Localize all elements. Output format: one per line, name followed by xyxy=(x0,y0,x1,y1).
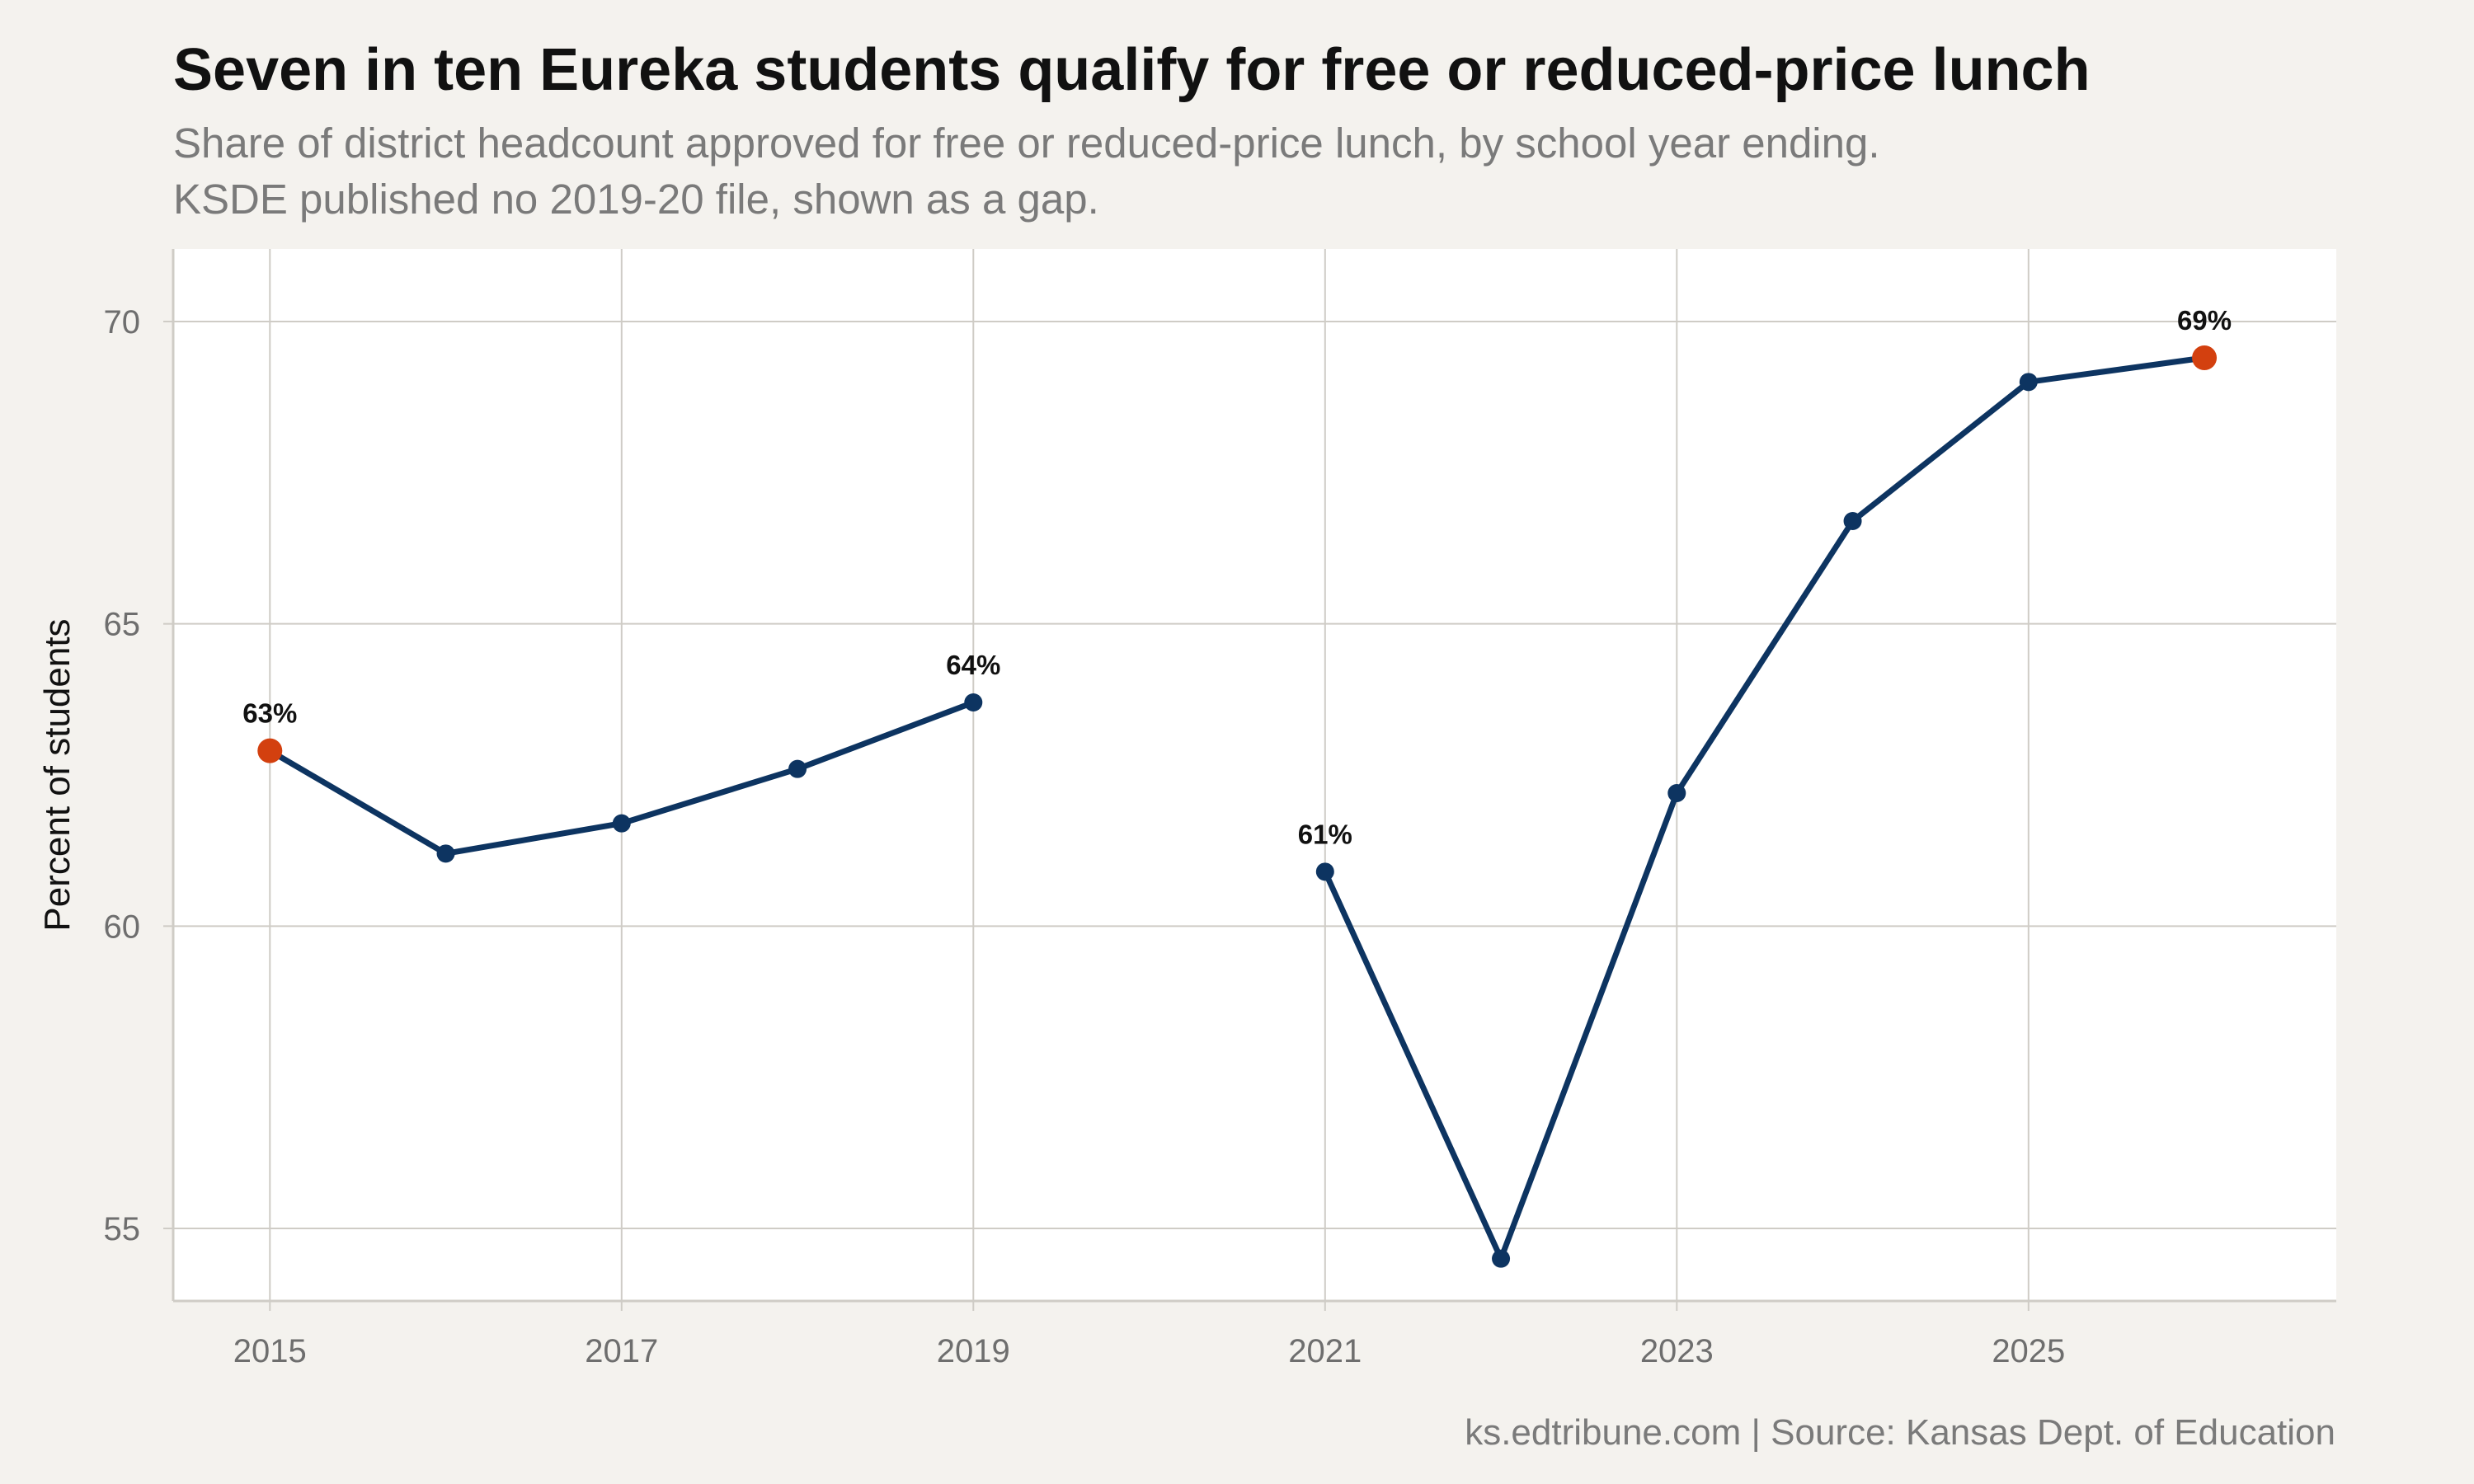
data-point-2024 xyxy=(1843,512,1862,530)
subtitle-line-2: KSDE published no 2019-20 file, shown as… xyxy=(173,176,1099,223)
grid-lines xyxy=(173,249,2336,1301)
highlight-point-2015 xyxy=(257,738,283,763)
data-point-2023 xyxy=(1667,784,1686,802)
data-point-2021 xyxy=(1315,862,1334,881)
chart-subtitle: Share of district headcount approved for… xyxy=(173,115,1880,228)
data-labels: 63% 64% 61% 69% xyxy=(242,305,2232,849)
axes: 2015 2017 2019 2021 2023 2025 55 60 65 70 xyxy=(104,249,2336,1369)
data-point-2017 xyxy=(612,814,631,833)
data-label-2019: 64% xyxy=(946,650,1000,680)
data-label-2021: 61% xyxy=(1298,819,1352,849)
y-axis-label: Percent of students xyxy=(37,618,78,931)
y-tick-label: 65 xyxy=(104,607,141,643)
data-point-2018 xyxy=(788,759,807,778)
y-tick-label: 60 xyxy=(104,909,141,945)
x-tick-label: 2019 xyxy=(937,1333,1010,1369)
data-points xyxy=(257,345,2218,1268)
data-label-2026: 69% xyxy=(2177,305,2232,336)
data-point-2025 xyxy=(2019,373,2038,392)
x-tick-label: 2023 xyxy=(1640,1333,1714,1369)
data-point-2019 xyxy=(964,693,983,711)
x-tick-label: 2021 xyxy=(1288,1333,1362,1369)
source-caption: ks.edtribune.com | Source: Kansas Dept. … xyxy=(1465,1412,2335,1453)
x-tick-label: 2015 xyxy=(233,1333,307,1369)
series-line-2 xyxy=(1322,355,2208,1262)
highlight-point-2026 xyxy=(2192,345,2218,370)
y-tick-label: 55 xyxy=(104,1211,141,1247)
x-tick-label: 2025 xyxy=(1992,1333,2065,1369)
plot-panel xyxy=(173,249,2336,1301)
data-point-2016 xyxy=(436,844,455,863)
data-label-2015: 63% xyxy=(242,698,297,729)
chart-title: Seven in ten Eureka students qualify for… xyxy=(173,37,2091,103)
y-tick-label: 70 xyxy=(104,304,141,340)
data-point-2022 xyxy=(1492,1249,1511,1268)
subtitle-line-1: Share of district headcount approved for… xyxy=(173,120,1880,167)
x-tick-label: 2017 xyxy=(585,1333,658,1369)
